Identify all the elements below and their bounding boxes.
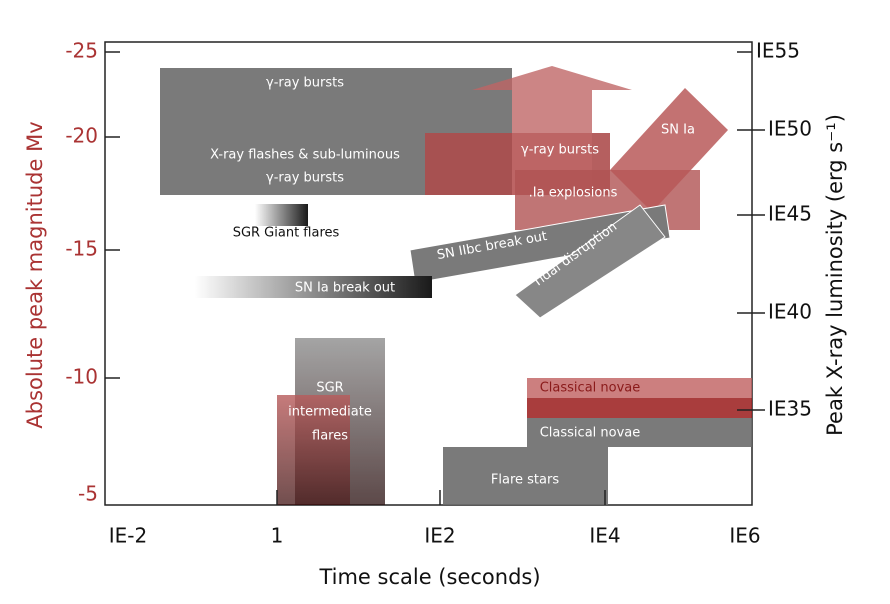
y-left-tick: -5 (78, 482, 98, 506)
region-label: intermediate (288, 405, 372, 420)
y-left-tick: -10 (65, 365, 98, 389)
region-label: .Ia explosions (529, 186, 618, 201)
x-tick: IE-2 (109, 524, 147, 548)
region-label: SN Ia break out (295, 281, 395, 296)
region-label: SGR (316, 381, 343, 396)
y-left-title: Absolute peak magnitude Mv (23, 121, 47, 428)
x-tick: IE6 (729, 524, 760, 548)
region-label: Classical novae (540, 426, 641, 441)
tick-marks (105, 51, 765, 505)
region-label: γ-ray bursts (521, 143, 599, 158)
region-label: Classical novae (540, 381, 641, 396)
shapes (160, 66, 752, 505)
y-right-tick: IE55 (756, 39, 800, 63)
region-label: SN Ia (661, 123, 695, 138)
frame (104, 41, 753, 506)
region-label: X-ray flashes & sub-luminous (210, 148, 400, 163)
region-label: SGR Giant flares (233, 226, 340, 241)
region-label: γ-ray bursts (266, 171, 344, 186)
region-label: γ-ray bursts (266, 76, 344, 91)
x-tick: IE4 (589, 524, 620, 548)
y-right-title: Peak X-ray luminosity (erg s⁻¹) (823, 114, 847, 436)
y-right-tick: IE50 (768, 117, 812, 141)
y-right-tick: IE35 (768, 397, 812, 421)
y-right-tick: IE45 (768, 202, 812, 226)
region-label: flares (312, 429, 348, 444)
x-title: Time scale (seconds) (318, 565, 540, 589)
region-label: Flare stars (491, 473, 559, 488)
y-right-tick: IE40 (768, 300, 812, 324)
x-tick: 1 (271, 524, 284, 548)
x-tick: IE2 (424, 524, 455, 548)
y-left-tick: -25 (65, 39, 98, 63)
y-left-tick: -20 (65, 124, 98, 148)
y-left-tick: -15 (65, 237, 98, 261)
